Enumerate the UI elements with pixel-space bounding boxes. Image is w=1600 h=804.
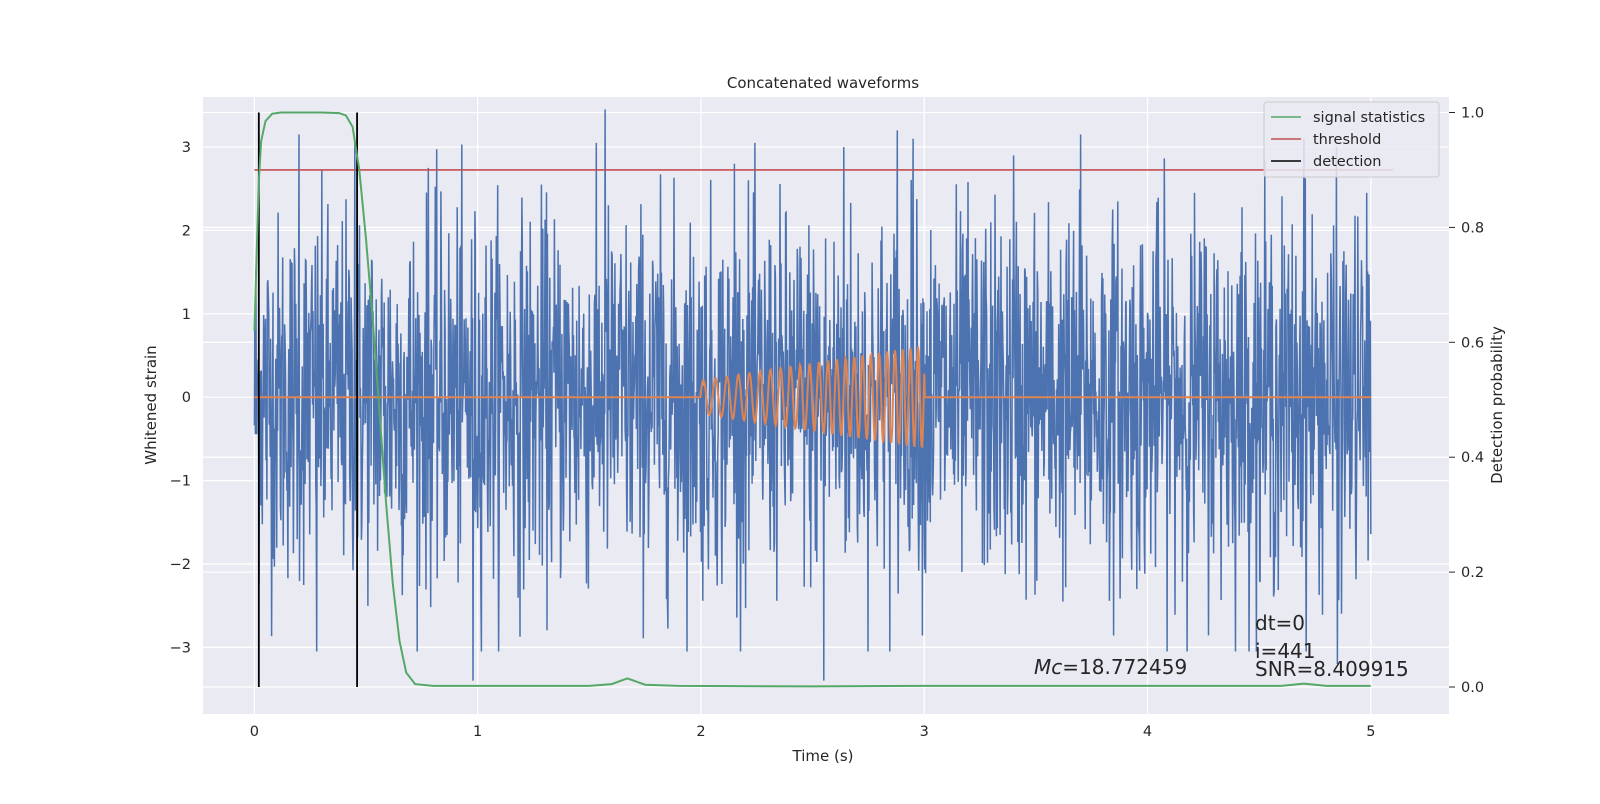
x-axis-label: Time (s)	[792, 747, 854, 765]
legend-label-signal-statistics: signal statistics	[1313, 110, 1425, 126]
y2-tick-label: 0.0	[1461, 680, 1484, 696]
y-tick-label: 0	[182, 390, 191, 406]
y2-tick-label: 0.2	[1461, 565, 1484, 581]
signal-statistics-line	[253, 111, 1371, 688]
y-tick-label: −2	[170, 557, 191, 573]
annotation-chirp-mass-value: =18.772459	[1062, 655, 1187, 679]
y-tick-label: 3	[182, 140, 191, 156]
strain-noise-line	[253, 109, 1372, 681]
legend-box	[1263, 101, 1440, 178]
y2-tick-label: 0.8	[1461, 220, 1484, 236]
y2-tick-label: 0.6	[1461, 335, 1484, 351]
y2-axis-label: Detection probability	[1488, 326, 1506, 484]
y2-tick-label: 0.4	[1461, 450, 1484, 466]
chart-title: Concatenated waveforms	[727, 74, 919, 92]
legend-label-detection: detection	[1313, 154, 1381, 170]
y-axis-label: Whitened strain	[142, 345, 160, 464]
x-tick-label: 5	[1366, 724, 1375, 740]
y2-tick-label: 1.0	[1461, 106, 1484, 122]
injected-waveform-line	[254, 346, 1371, 449]
annotation-index: i=441	[1255, 639, 1316, 663]
y-tick-label: 2	[182, 223, 191, 239]
y-tick-label: −3	[170, 640, 191, 656]
legend-label-threshold: threshold	[1313, 132, 1381, 148]
x-tick-label: 2	[696, 724, 705, 740]
y-tick-label: −1	[170, 474, 191, 490]
legend: signal statistics threshold detection	[1263, 101, 1440, 178]
data-layer	[253, 109, 1394, 688]
x-tick-label: 1	[473, 724, 482, 740]
x-tick-label: 0	[250, 724, 259, 740]
annotation-chirp-mass: Mc=18.772459	[1034, 655, 1187, 679]
x-tick-label: 3	[920, 724, 929, 740]
annotation-dt: dt=0	[1255, 611, 1305, 635]
y-tick-label: 1	[182, 307, 191, 323]
tick-labels: 0 1 2 3 4 5 −3 −2 −1 0 1 2 3 0.0 0.2 0.4 0.6 0.8 1.0	[170, 106, 1484, 740]
x-tick-label: 4	[1143, 724, 1152, 740]
annotation-snr: SNR=8.409915	[1255, 657, 1409, 681]
